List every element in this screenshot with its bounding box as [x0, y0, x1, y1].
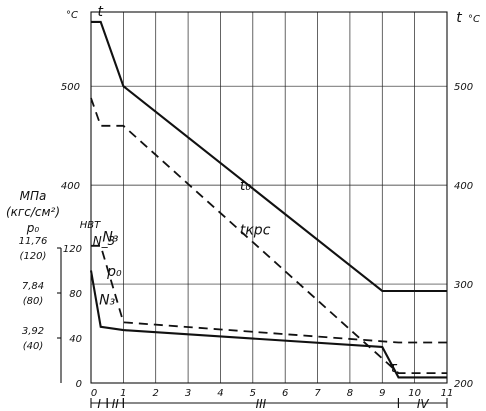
right-temp-tick-label: 300 — [454, 280, 473, 291]
curve-annotation: p₀ — [106, 264, 122, 280]
x-tick-label: 1 — [120, 388, 126, 399]
x-tick-label: 5 — [250, 388, 256, 399]
power-tick-label: 120 — [63, 244, 82, 255]
curve-annotation: t — [97, 4, 103, 20]
curve-annotation: N₃ — [99, 292, 115, 308]
curve-annotation: τ — [389, 360, 398, 376]
right-temp-tick-label: 500 — [454, 82, 473, 93]
pressure-axis-label: р₀ — [26, 221, 40, 235]
stage-label: I — [97, 397, 101, 411]
pressure-tick-kgf: (120) — [20, 251, 47, 262]
power-tick-label: 80 — [69, 289, 82, 300]
pressure-tick-kgf: (80) — [23, 296, 44, 307]
right-temp-unit: °C — [468, 14, 480, 25]
x-tick-label: 10 — [408, 388, 421, 399]
series-line-t_кре — [90, 97, 447, 375]
power-tick-label: 40 — [69, 334, 82, 345]
stage-label: II — [112, 397, 120, 411]
x-tick-label: 3 — [185, 388, 191, 399]
pressure-axis-label: МПа — [20, 189, 47, 203]
curve-annotation: N₃ — [102, 229, 118, 245]
plot-frame — [90, 11, 448, 384]
pressure-axis-superscript: НВТ — [80, 220, 101, 231]
right-temp-tick-label: 400 — [454, 181, 473, 192]
stage-label: III — [256, 397, 267, 411]
pressure-axis-label: (кгс/см²) — [6, 205, 60, 219]
x-tick-label: 8 — [347, 388, 353, 399]
curve-annotation: t₀ — [240, 178, 251, 194]
grid-layer — [91, 12, 447, 384]
series-line-t_0 — [91, 20, 447, 293]
pressure-tick-mpa: 3,92 — [22, 326, 44, 337]
x-tick-label: 2 — [153, 388, 159, 399]
right-temp-symbol: t — [456, 10, 462, 26]
power-axis-label: N_3 — [93, 234, 116, 248]
x-tick-label: 4 — [217, 388, 223, 399]
x-tick-label: 7 — [314, 388, 321, 399]
series-layer — [89, 20, 447, 379]
labels-layer: 0 1 2 3 4 5 6 7 8 9 10 11 400 500 °C 200 300 400 500 t °C 0 40… — [6, 4, 480, 411]
left-temp-tick-label: 500 — [61, 82, 80, 93]
x-tick-label: 11 — [441, 388, 454, 399]
left-temp-tick-label: 400 — [61, 181, 80, 192]
x-tick-label: 6 — [282, 388, 288, 399]
pressure-tick-kgf: (40) — [23, 341, 44, 352]
series-line-N_3 — [89, 270, 447, 379]
right-temp-tick-label: 200 — [454, 379, 473, 390]
x-tick-label: 0 — [91, 388, 97, 399]
curve-annotation: tкрс — [240, 223, 271, 239]
x-tick-label: 9 — [379, 388, 385, 399]
axes-layer — [57, 11, 448, 408]
power-tick-label: 0 — [76, 379, 82, 390]
stage-label: IV — [417, 397, 430, 411]
pressure-tick-mpa: 7,84 — [22, 281, 44, 292]
left-temp-unit: °C — [66, 10, 78, 21]
pressure-tick-mpa: 11,76 — [19, 236, 48, 247]
series-line-p_0 — [91, 244, 447, 344]
